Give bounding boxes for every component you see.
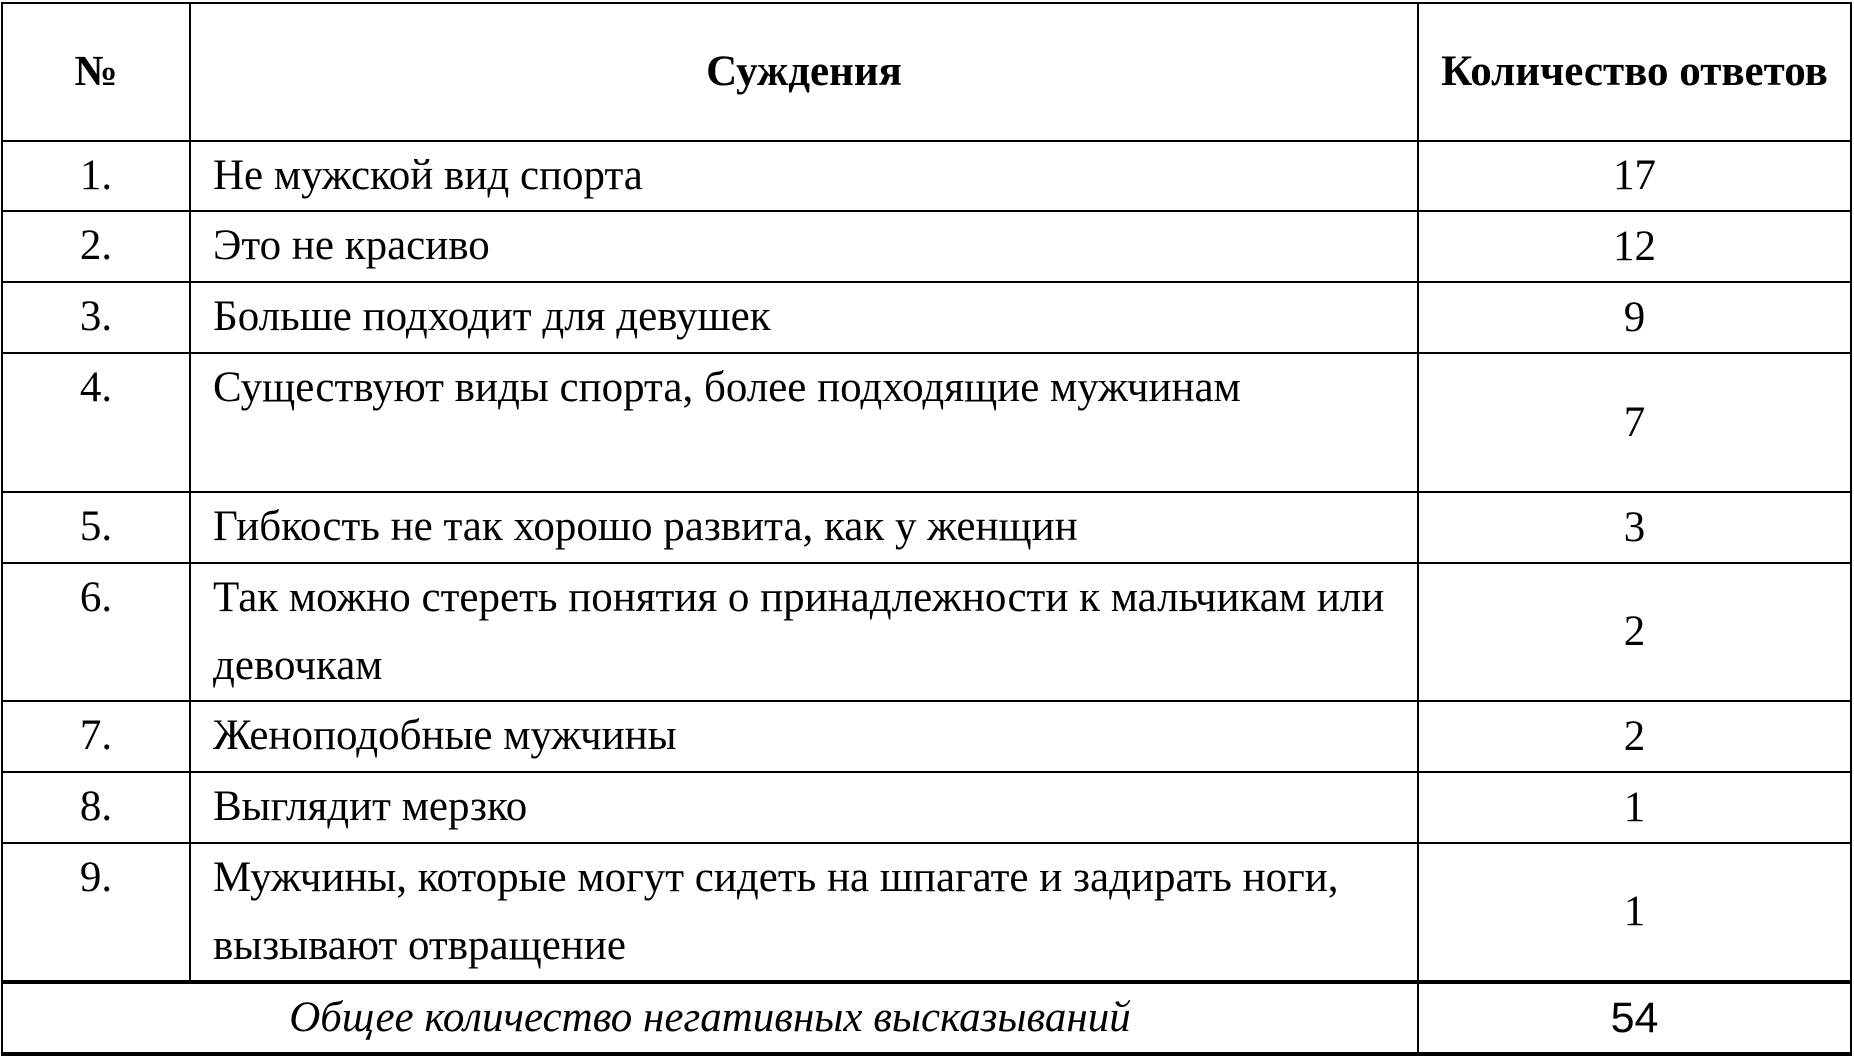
- row-number: 2.: [1, 210, 191, 283]
- row-statement: Не мужской вид спорта: [189, 140, 1419, 212]
- row-count: 17: [1417, 140, 1852, 212]
- table-row: 6. Так можно стереть понятия о принадлежн…: [1, 562, 1852, 702]
- row-count: 9: [1417, 281, 1852, 354]
- row-count: 2: [1417, 700, 1852, 773]
- row-statement: Так можно стереть понятия о принадлежнос…: [189, 562, 1419, 702]
- total-row: Общее количество негативных высказываний…: [1, 980, 1852, 1056]
- total-value: 54: [1417, 980, 1852, 1056]
- row-statement: Существуют виды спорта, более подходящие…: [189, 352, 1419, 493]
- row-statement: Женоподобные мужчины: [189, 700, 1419, 773]
- row-count: 1: [1417, 771, 1852, 844]
- row-number: 7.: [1, 700, 191, 773]
- row-number: 6.: [1, 562, 191, 702]
- row-count: 12: [1417, 210, 1852, 283]
- table-row: 8. Выглядит мерзко 1: [1, 771, 1852, 844]
- table-row: 3. Больше подходит для девушек 9: [1, 281, 1852, 354]
- table-row: 5. Гибкость не так хорошо развита, как у …: [1, 491, 1852, 564]
- table-row: 4. Существуют виды спорта, более подходящ…: [1, 352, 1852, 493]
- header-count: Количество ответов: [1417, 2, 1852, 142]
- row-number: 8.: [1, 771, 191, 844]
- row-number: 3.: [1, 281, 191, 354]
- row-number: 1.: [1, 140, 191, 212]
- row-statement: Мужчины, которые могут сидеть на шпагате…: [189, 842, 1419, 983]
- table-row: 2. Это не красиво 12: [1, 210, 1852, 283]
- row-statement: Это не красиво: [189, 210, 1419, 283]
- header-statement: Суждения: [189, 2, 1419, 142]
- row-count: 1: [1417, 842, 1852, 983]
- row-statement: Гибкость не так хорошо развита, как у же…: [189, 491, 1419, 564]
- row-statement: Выглядит мерзко: [189, 771, 1419, 844]
- table-row: 7. Женоподобные мужчины 2: [1, 700, 1852, 773]
- row-number: 5.: [1, 491, 191, 564]
- row-number: 9.: [1, 842, 191, 983]
- row-count: 2: [1417, 562, 1852, 702]
- table-row: 1. Не мужской вид спорта 17: [1, 140, 1852, 212]
- total-label: Общее количество негативных высказываний: [1, 980, 1419, 1056]
- row-number: 4.: [1, 352, 191, 493]
- table-row: 9. Мужчины, которые могут сидеть на шпага…: [1, 842, 1852, 983]
- header-number: №: [1, 2, 191, 142]
- row-statement: Больше подходит для девушек: [189, 281, 1419, 354]
- header-row: № Суждения Количество ответов: [1, 2, 1852, 142]
- row-count: 7: [1417, 352, 1852, 493]
- row-count: 3: [1417, 491, 1852, 564]
